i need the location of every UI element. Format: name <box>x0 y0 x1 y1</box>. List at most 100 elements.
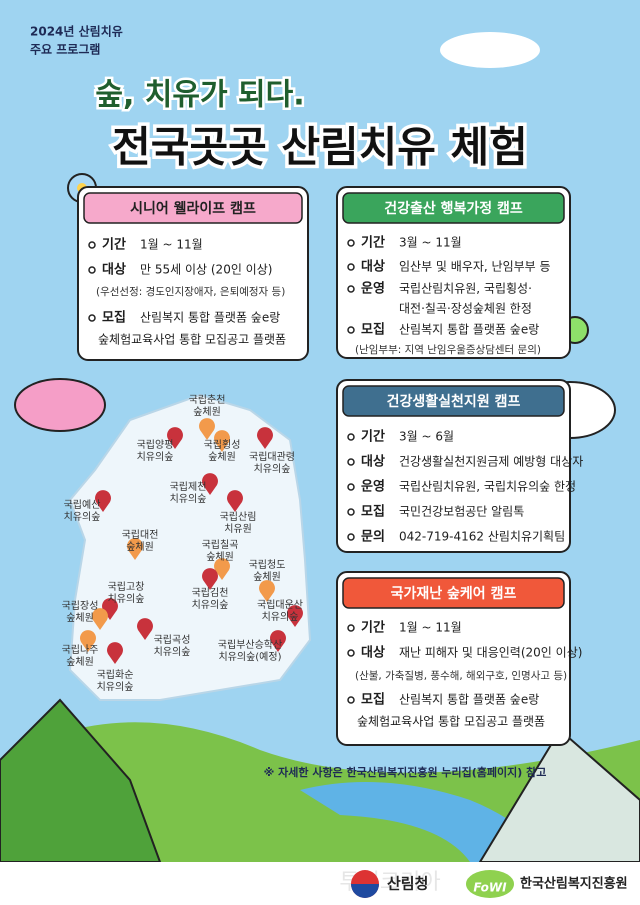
site-label: 국립칠곡 <box>202 538 239 551</box>
bullet <box>88 266 96 274</box>
row-text: 1월 ~ 11월 <box>140 238 203 252</box>
site-label: 숲체원 <box>193 406 221 418</box>
bullet <box>347 458 355 466</box>
bullet <box>347 285 355 293</box>
row-label: 기간 <box>361 429 385 445</box>
row-label: 모집 <box>361 693 385 708</box>
row-text: 산림복지 통합 플랫폼 숲e랑 <box>399 693 539 707</box>
site-label: 치유의숲 <box>97 681 134 693</box>
site-label: 국립김천 <box>192 586 229 599</box>
site-label: 치유의숲(예정) <box>218 651 281 663</box>
card-title: 건강출산 행복가정 캠프 <box>384 200 523 217</box>
map-pin <box>137 618 153 640</box>
row-label: 기간 <box>361 235 385 251</box>
row-label: 대상 <box>102 263 126 278</box>
bullet <box>347 624 355 632</box>
site-label: 숲체원 <box>206 551 234 563</box>
map-pin <box>198 418 215 440</box>
map-pin <box>287 605 303 627</box>
site-label: 국립대운산 <box>257 598 303 611</box>
header-sub: 주요 프로그램 <box>30 42 100 57</box>
bullet <box>347 696 355 704</box>
slogan: 숲, 치유가 되다. <box>95 78 304 113</box>
site-label: 국립화순 <box>97 668 134 681</box>
card <box>77 186 309 361</box>
site-label: 숲체원 <box>126 541 154 553</box>
row-text: 숲체험교육사업 통합 모집공고 플랫폼 <box>98 333 286 347</box>
row-text: 임산부 및 배우자, 난임부부 등 <box>399 260 551 274</box>
site-label: 국립대관령 <box>249 450 295 463</box>
site-label: 숲체원 <box>208 451 236 463</box>
row-text: 국민건강보험공단 알림톡 <box>399 505 524 519</box>
site-label: 국립양평 <box>137 438 174 451</box>
map-pin <box>214 430 230 452</box>
map-pin <box>167 427 183 449</box>
bullet <box>88 314 96 322</box>
bullet <box>347 433 355 441</box>
row-note: (산불, 가축질병, 풍수해, 해외구호, 인명사고 등) <box>355 669 567 682</box>
row-note: (난임부부: 지역 난임우울증상담센터 문의) <box>355 343 541 356</box>
card-header <box>342 577 565 609</box>
agency-name: 산림청 <box>387 875 428 893</box>
card-header <box>83 192 303 224</box>
bullet <box>347 483 355 491</box>
card-header <box>342 385 565 417</box>
header-year: 2024년 산림치유 <box>30 24 123 39</box>
site-label: 국립부산승학산 <box>218 638 282 651</box>
card-header <box>342 192 565 224</box>
row-text: 건강생활실천지원금제 예방형 대상자 <box>399 454 583 469</box>
site-label: 숲체원 <box>66 656 94 668</box>
row-label: 대상 <box>361 455 385 470</box>
site-label: 치유원 <box>224 523 252 535</box>
site-label: 국립제천 <box>170 480 207 493</box>
site-label: 국립고창 <box>108 580 145 593</box>
map-pin <box>270 630 286 652</box>
row-text: 산림복지 통합 플랫폼 숲e랑 <box>399 323 539 337</box>
site-label: 숲체원 <box>253 571 281 583</box>
footer-band <box>0 862 640 905</box>
row-text: 3월 ~ 11월 <box>399 236 462 250</box>
site-label: 치유의숲 <box>170 493 207 505</box>
row-text: 국립산림치유원, 국립횡성· <box>399 282 532 296</box>
row-text: 국립산림치유원, 국립치유의숲 한정 <box>399 480 576 494</box>
bullet <box>347 649 355 657</box>
row-label: 문의 <box>361 529 385 545</box>
row-label: 운영 <box>361 282 385 297</box>
row-label: 모집 <box>361 505 385 520</box>
row-label: 기간 <box>102 237 126 253</box>
card-title: 국가재난 숲케어 캠프 <box>391 585 517 602</box>
site-label: 치유의숲 <box>192 599 229 611</box>
card <box>336 571 571 746</box>
bullet <box>347 326 355 334</box>
footnote: ※ 자세한 사항은 한국산림복지진흥원 누리집(홈페이지) 참고 <box>264 765 547 779</box>
site-label: 국립청도 <box>249 558 286 571</box>
site-label: 치유의숲 <box>137 451 174 463</box>
row-note: (우선선정: 경도인지장애자, 은퇴예정자 등) <box>96 285 285 298</box>
site-label: 국립대전 <box>122 528 159 541</box>
korea-map <box>68 393 312 701</box>
card <box>336 186 571 359</box>
bullet <box>347 239 355 247</box>
row-text: 042-719-4162 산림치유기획팀 <box>399 530 565 544</box>
site-label: 국립곡성 <box>154 633 191 646</box>
site-label: 치유의숲 <box>108 593 145 605</box>
map-pin <box>91 608 108 630</box>
row-label: 모집 <box>102 311 126 326</box>
row-label: 모집 <box>361 323 385 338</box>
institute-name: 한국산림복지진흥원 <box>520 876 628 892</box>
map-pin <box>94 490 111 512</box>
site-label: 국립산림 <box>220 510 257 523</box>
row-text: 재난 피해자 및 대응인력(20인 이상) <box>399 646 582 660</box>
row-text: 숲체험교육사업 통합 모집공고 플랫폼 <box>357 715 545 729</box>
agency-emblem-half <box>351 884 379 898</box>
site-label: 숲체원 <box>66 612 94 624</box>
row-label: 운영 <box>361 480 385 495</box>
bullet <box>347 263 355 271</box>
site-label: 치유의숲 <box>262 611 299 623</box>
row-text: 3월 ~ 6월 <box>399 430 454 444</box>
site-label: 치유의숲 <box>154 646 191 658</box>
row-text: 산림복지 통합 플랫폼 숲e랑 <box>140 311 280 325</box>
row-label: 기간 <box>361 620 385 636</box>
